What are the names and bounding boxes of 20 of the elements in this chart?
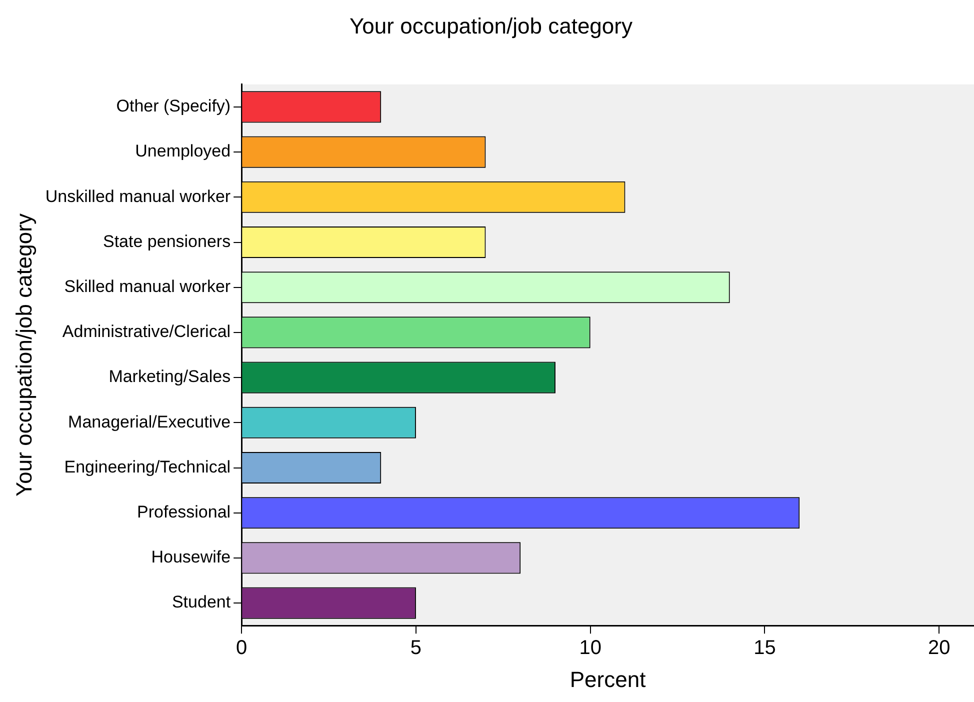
y-tick-label: Professional [137,502,231,522]
chart-title: Your occupation/job category [350,13,632,38]
y-tick-label: Other (Specify) [116,96,231,116]
y-tick-label: Administrative/Clerical [62,322,231,342]
y-axis-title: Your occupation/job category [11,214,36,496]
y-tick-label: Unskilled manual worker [45,186,231,206]
y-tick-label: Student [172,592,231,612]
y-tick-label: Unemployed [135,142,231,161]
y-tick-label: State pensioners [102,232,231,251]
x-tick-label: 15 [754,637,776,660]
y-tick-label: Engineering/Technical [64,457,231,476]
x-tick-label: 10 [579,637,602,660]
x-tick-label: 20 [928,637,950,660]
x-axis-title: Percent [570,666,646,692]
y-tick-label: Managerial/Executive [68,412,231,432]
x-tick-label: 5 [410,637,422,660]
y-tick-label: Skilled manual worker [64,277,231,296]
y-tick-label: Housewife [151,548,231,567]
x-tick-label: 0 [236,637,248,660]
y-tick-label: Marketing/Sales [108,367,231,386]
